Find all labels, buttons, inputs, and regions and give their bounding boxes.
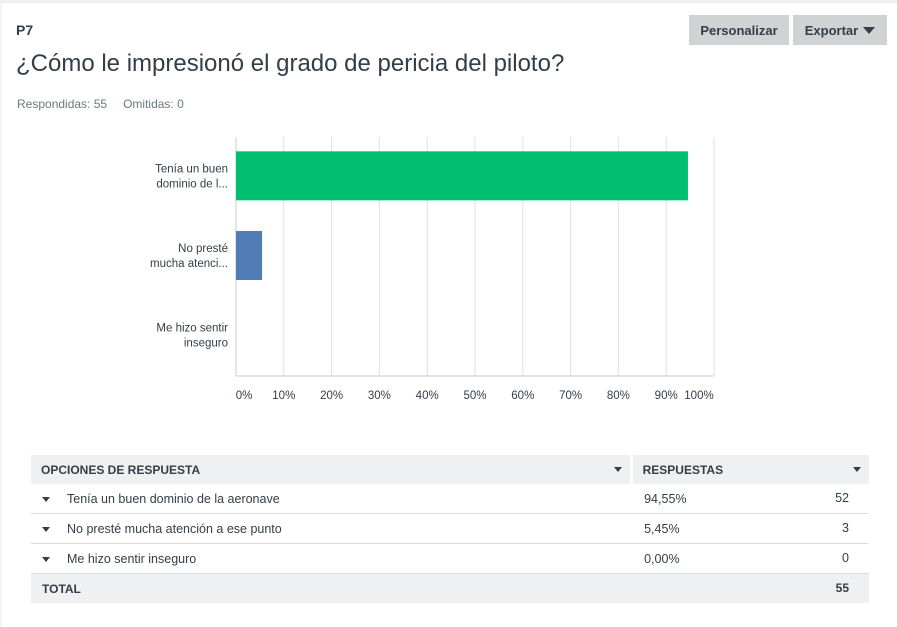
row-percent: 0,00% — [644, 551, 680, 566]
question-number: P7 — [16, 22, 34, 38]
total-row: TOTAL 55 — [31, 573, 869, 603]
row-percent: 94,55% — [644, 491, 687, 506]
answered-count: Respondidas: 55 — [17, 97, 108, 111]
x-tick-label: 50% — [463, 390, 486, 402]
expand-row-icon[interactable] — [42, 556, 50, 562]
row-count: 3 — [842, 521, 849, 535]
export-button[interactable]: Exportar — [793, 15, 887, 45]
response-stats: Respondidas: 55 Omitidas: 0 — [17, 97, 184, 111]
expand-row-icon[interactable] — [42, 526, 50, 532]
frame-left-border — [0, 0, 2, 627]
question-title: ¿Cómo le impresionó el grado de pericia … — [16, 50, 565, 77]
row-count: 52 — [835, 491, 849, 505]
bar[interactable] — [236, 151, 688, 201]
table-header-row: OPCIONES DE RESPUESTA RESPUESTAS — [31, 455, 869, 484]
category-label: Tenía un buen dominio de l... — [155, 163, 228, 190]
expand-row-icon[interactable] — [42, 496, 50, 502]
category-label: No presté mucha atenci... — [150, 243, 228, 270]
row-count: 0 — [842, 551, 849, 565]
bar-chart: Tenía un buen dominio de l... No presté muc… — [150, 137, 715, 402]
sort-responses-icon[interactable] — [853, 467, 861, 472]
table-row: Me hizo sentir inseguro 0,00% 0 — [31, 543, 869, 574]
sort-options-icon[interactable] — [613, 467, 622, 472]
total-count: 55 — [835, 581, 849, 595]
total-label: TOTAL — [42, 581, 81, 596]
x-tick-label: 90% — [655, 390, 678, 402]
x-tick-label: 0% — [236, 390, 253, 402]
options-column-header[interactable]: OPCIONES DE RESPUESTA — [31, 463, 630, 477]
skipped-count: Omitidas: 0 — [123, 97, 184, 111]
row-percent: 5,45% — [644, 521, 680, 536]
customize-button[interactable]: Personalizar — [689, 15, 789, 45]
x-tick-label: 100% — [684, 390, 713, 402]
bar[interactable] — [236, 231, 263, 280]
export-button-label: Exportar — [804, 22, 859, 38]
x-tick-label: 30% — [368, 390, 391, 402]
row-label: Tenía un buen dominio de la aeronave — [67, 491, 280, 506]
category-label: Me hizo sentir inseguro — [156, 323, 228, 350]
x-tick-label: 70% — [559, 390, 582, 402]
options-header-label: OPCIONES DE RESPUESTA — [41, 462, 201, 477]
table-row: Tenía un buen dominio de la aeronave 94,… — [31, 484, 869, 514]
frame-top-border — [0, 0, 897, 3]
x-tick-label: 40% — [416, 390, 439, 402]
x-tick-label: 10% — [272, 390, 295, 402]
table-row: No presté mucha atención a ese punto 5,4… — [31, 513, 869, 544]
row-label: No presté mucha atención a ese punto — [67, 521, 282, 536]
row-label: Me hizo sentir inseguro — [67, 551, 197, 566]
x-tick-label: 20% — [320, 390, 343, 402]
caret-down-icon — [863, 26, 876, 34]
response-table: OPCIONES DE RESPUESTA RESPUESTAS Tenía u… — [31, 455, 869, 603]
responses-header-label: RESPUESTAS — [642, 462, 724, 477]
x-tick-label: 80% — [607, 390, 630, 402]
customize-button-label: Personalizar — [700, 22, 778, 38]
x-tick-label: 60% — [511, 390, 534, 402]
responses-column-header[interactable]: RESPUESTAS — [633, 463, 869, 477]
